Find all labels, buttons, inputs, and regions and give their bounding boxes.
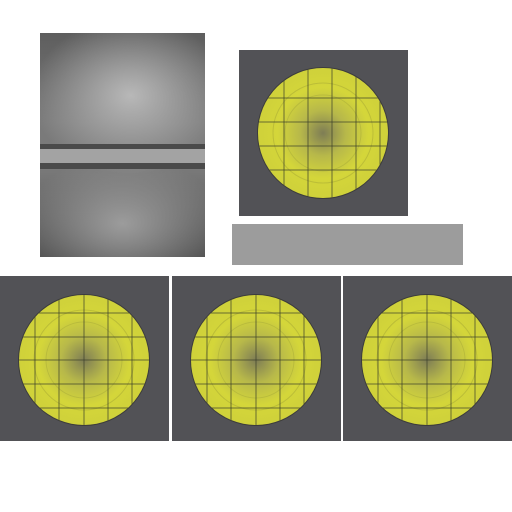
lens-tile-bottom-center: [172, 276, 341, 441]
lens-graphic: [257, 67, 389, 199]
gray-bar: [232, 224, 463, 265]
metal-panel-texture: [40, 33, 205, 257]
lens-graphic: [190, 294, 322, 426]
lens-graphic: [18, 294, 150, 426]
lens-graphic: [361, 294, 493, 426]
lens-tile-bottom-right: [343, 276, 512, 441]
panel-rail-bottom: [40, 163, 205, 169]
lens-tile-bottom-left: [0, 276, 169, 441]
panel-rail-middle: [40, 149, 205, 163]
lens-tile-top: [239, 50, 408, 216]
panel-rail-top: [40, 144, 205, 149]
